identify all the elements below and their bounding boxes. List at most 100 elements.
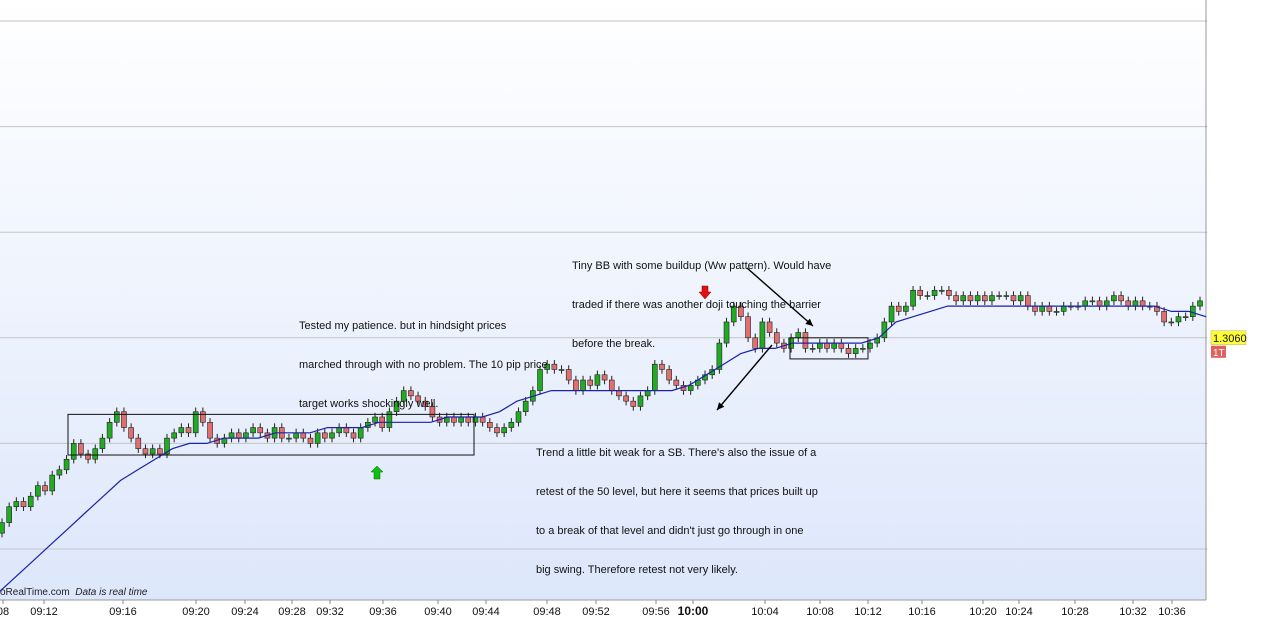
candle-body	[1139, 300, 1146, 307]
candle-body	[623, 395, 629, 402]
x-tick-label: 10:36	[1158, 606, 1186, 617]
candle-body	[845, 348, 852, 354]
x-tick-label: 10:00	[678, 604, 709, 617]
candle-body	[1096, 300, 1103, 307]
candle-body	[56, 469, 63, 476]
candle-body	[1111, 295, 1117, 302]
candle-body	[852, 348, 859, 354]
candle-body	[773, 332, 780, 344]
data-source-note: oRealTime.com Data is real time	[0, 587, 147, 598]
candle-body	[1118, 295, 1124, 302]
candle-body	[551, 363, 558, 370]
candle-body	[659, 363, 665, 370]
candle-body	[35, 485, 41, 497]
candle-body	[293, 432, 299, 439]
candle-body	[429, 406, 436, 418]
candle-body	[565, 369, 572, 381]
short-signal-arrow	[698, 285, 712, 300]
candle-body	[393, 400, 400, 413]
axis-panel	[1207, 0, 1281, 617]
candle-body	[881, 321, 888, 339]
candle-body	[989, 295, 995, 302]
candle-body	[860, 348, 866, 350]
candle-body	[1053, 311, 1060, 313]
candle-body	[587, 379, 594, 386]
candle-body	[192, 411, 199, 434]
candle-body	[164, 437, 170, 455]
candle-body	[142, 448, 149, 455]
candle-body	[322, 432, 328, 439]
x-tick-label: 10:24	[1005, 606, 1033, 617]
candle-body	[99, 437, 106, 449]
candle-body	[1132, 300, 1139, 307]
x-tick-label: 09:40	[424, 606, 452, 617]
candle-body	[838, 342, 845, 349]
candle-body	[580, 379, 586, 391]
candle-body	[903, 305, 909, 312]
candle-body	[307, 437, 314, 444]
candle-body	[1161, 311, 1167, 323]
candle-body	[257, 427, 264, 434]
candle-body	[573, 379, 579, 391]
candle-body	[738, 305, 744, 317]
candle-body	[149, 448, 156, 455]
candle-body	[888, 305, 895, 323]
candle-body	[1125, 300, 1132, 307]
annotation-line: traded if there was another doji touchin…	[572, 299, 821, 311]
candle-body	[92, 448, 99, 460]
candle-body	[386, 411, 393, 428]
annotation-pointer-head	[717, 402, 725, 410]
candle-body	[228, 432, 235, 439]
candle-body	[314, 432, 321, 444]
annotation-line: to a break of that level and didn't just…	[536, 525, 804, 537]
candle-body	[171, 432, 177, 439]
annotation-trend: Trend a little bit weak for a SB. There'…	[536, 421, 818, 590]
candle-body	[1154, 305, 1160, 312]
candle-body	[652, 363, 658, 391]
x-tick-label: 09:16	[109, 606, 137, 617]
time-tag-label: 1T	[1213, 348, 1225, 359]
candle-body	[1103, 300, 1110, 307]
candle-body	[13, 501, 20, 508]
candle-body	[608, 379, 615, 391]
x-tick-label: 09:12	[30, 606, 58, 617]
x-tick-label: 09:20	[182, 606, 210, 617]
candle-body	[1010, 295, 1017, 302]
candle-body	[70, 443, 77, 460]
candle-body	[207, 421, 213, 439]
candle-body	[106, 421, 113, 439]
candle-body	[178, 427, 185, 434]
candle-body	[960, 295, 967, 302]
candle-body	[494, 427, 500, 434]
candle-body	[200, 411, 206, 423]
candle-body	[1190, 305, 1196, 317]
candle-body	[917, 289, 924, 296]
candle-body	[515, 411, 522, 423]
candle-body	[415, 395, 421, 402]
annotation-line: Trend a little bit weak for a SB. There'…	[536, 447, 817, 459]
candle-body	[336, 427, 342, 434]
candle-body	[924, 295, 931, 297]
candle-body	[1017, 295, 1024, 302]
candle-body	[910, 289, 916, 307]
annotation-line: target works shockingly well.	[299, 398, 439, 410]
candle-body	[372, 416, 378, 423]
candle-body	[400, 390, 407, 402]
x-tick-label: 09:48	[533, 606, 561, 617]
candle-body	[357, 427, 364, 439]
candle-body	[666, 369, 672, 381]
candle-body	[601, 374, 608, 381]
candle-body	[286, 437, 292, 440]
candle-body	[967, 295, 974, 302]
x-tick-label: 09:28	[278, 606, 306, 617]
candle-body	[27, 495, 34, 508]
x-tick-label: 10:20	[969, 606, 997, 617]
candle-body	[831, 342, 837, 349]
x-tick-label: 09:52	[582, 606, 610, 617]
annotation-line: big swing. Therefore retest not very lik…	[536, 564, 738, 576]
candle-body	[1046, 305, 1053, 312]
candle-body	[121, 411, 127, 428]
moving-average-line	[0, 305, 1207, 592]
annotation-tiny-bb: Tiny BB with some buildup (Ww pattern). …	[572, 234, 831, 364]
candle-body	[1175, 316, 1182, 323]
